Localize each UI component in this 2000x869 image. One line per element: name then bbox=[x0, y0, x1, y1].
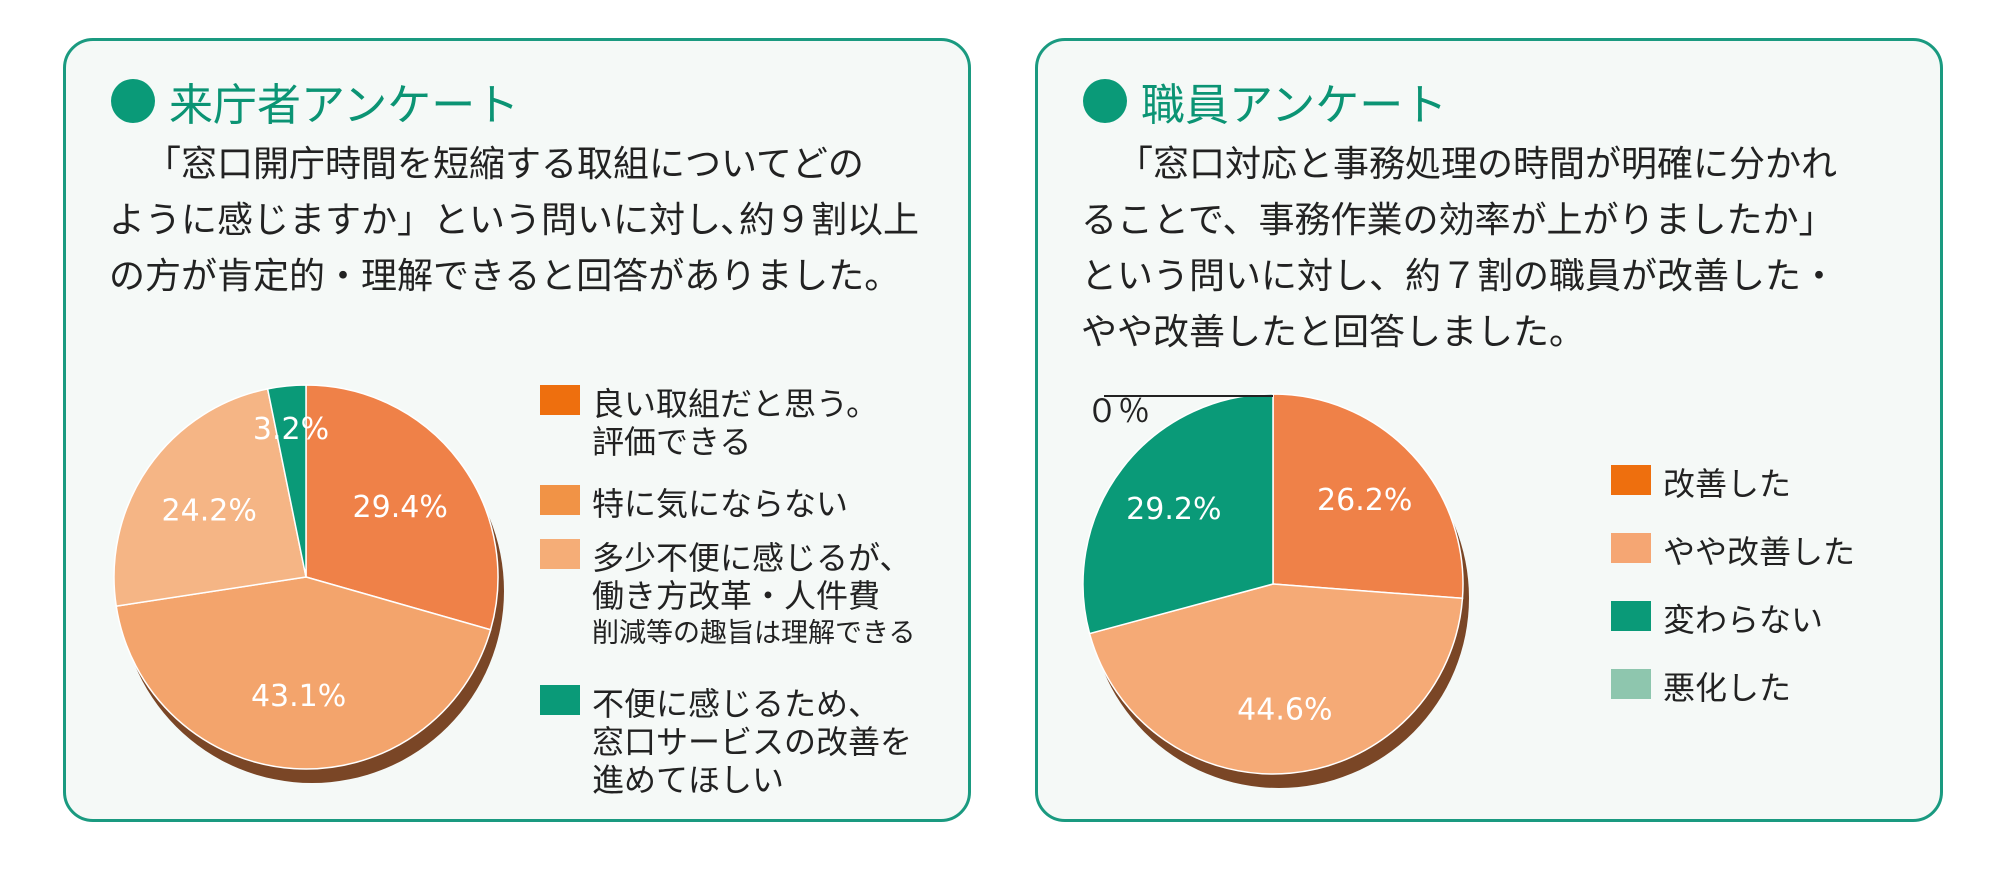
legend-swatch bbox=[540, 539, 580, 569]
legend-label: 多少不便に感じるが、 働き方改革・人件費 削減等の趣旨は理解できる bbox=[592, 539, 916, 649]
pie-slice bbox=[113, 387, 307, 608]
description-line: 「窓口開庁時間を短縮する取組についてどの bbox=[145, 144, 864, 185]
legend-swatch bbox=[540, 385, 580, 415]
legend-item: 変わらない bbox=[1611, 601, 1823, 639]
legend-item: 多少不便に感じるが、 働き方改革・人件費 削減等の趣旨は理解できる bbox=[540, 539, 915, 653]
staff-survey-description: 「窓口対応と事務処理の時間が明確に分かれ ることで、事務作業の効率が上がりました… bbox=[1081, 137, 1911, 361]
visitor-survey-description: 「窓口開庁時間を短縮する取組についてどの ように感じますか」という問いに対し､約… bbox=[109, 137, 939, 305]
legend-label: 悪化した bbox=[1663, 669, 1792, 707]
pie-slice bbox=[115, 576, 492, 770]
bullet-dot-icon bbox=[1083, 79, 1127, 123]
panel-title: 来庁者アンケート bbox=[111, 69, 519, 133]
legend-label: 不便に感じるため、 窓口サービスの改善を 進めてほしい bbox=[592, 685, 913, 799]
pie-slice-label: 29.2% bbox=[1126, 492, 1221, 527]
legend-item: 改善した bbox=[1611, 465, 1791, 503]
pie-slice-label: 24.2% bbox=[162, 494, 257, 529]
legend-swatch bbox=[1611, 669, 1651, 699]
legend-swatch bbox=[540, 685, 580, 715]
legend-swatch bbox=[1611, 601, 1651, 631]
legend-label: 良い取組だと思う。 評価できる bbox=[592, 385, 879, 461]
legend-item: やや改善した bbox=[1611, 533, 1855, 571]
description-line: ように感じますか」という問いに対し､約９割以上 bbox=[109, 200, 920, 241]
panel-title: 職員アンケート bbox=[1083, 69, 1447, 133]
legend-item: 不便に感じるため、 窓口サービスの改善を 進めてほしい bbox=[540, 685, 912, 799]
description-line: ることで、事務作業の効率が上がりましたか」 bbox=[1081, 200, 1835, 241]
bullet-dot-icon bbox=[111, 79, 155, 123]
staff-survey-pie-chart: 26.2% 44.6% 29.2% bbox=[1082, 393, 1469, 788]
legend-label: 特に気にならない bbox=[592, 485, 849, 523]
description-line: やや改善したと回答しました。 bbox=[1081, 312, 1586, 353]
legend-label: 改善した bbox=[1663, 465, 1792, 503]
pie-slice-label: 3.2% bbox=[253, 412, 329, 447]
pie-slice bbox=[305, 384, 499, 631]
visitor-survey-panel: 来庁者アンケート 「窓口開庁時間を短縮する取組についてどの ように感じますか」と… bbox=[63, 38, 971, 822]
pie-slice bbox=[1082, 393, 1274, 635]
pie-slice bbox=[266, 384, 307, 578]
pie-slice-label: 43.1% bbox=[251, 679, 346, 714]
description-line: 「窓口対応と事務処理の時間が明確に分かれ bbox=[1117, 144, 1838, 185]
visitor-survey-title: 来庁者アンケート bbox=[169, 80, 520, 131]
visitor-survey-pie-chart: 29.4% 43.1% 24.2% 3.2% bbox=[113, 384, 504, 783]
staff-survey-panel: 職員アンケート 「窓口対応と事務処理の時間が明確に分かれ ることで、事務作業の効… bbox=[1035, 38, 1943, 822]
legend-swatch bbox=[1611, 465, 1651, 495]
pie-slice bbox=[1088, 583, 1464, 775]
legend-item: 良い取組だと思う。 評価できる bbox=[540, 385, 878, 461]
legend-item: 悪化した bbox=[1611, 669, 1791, 707]
legend-label: 変わらない bbox=[1663, 601, 1824, 639]
legend-label: やや改善した bbox=[1663, 533, 1856, 571]
legend-item: 特に気にならない bbox=[540, 485, 848, 523]
pie-slice-label: 29.4% bbox=[353, 490, 448, 525]
pie-slice-label: 44.6% bbox=[1237, 692, 1332, 727]
legend-swatch bbox=[540, 485, 580, 515]
pie-slice bbox=[1272, 393, 1464, 600]
legend-swatch bbox=[1611, 533, 1651, 563]
description-line: の方が肯定的・理解できると回答がありました。 bbox=[109, 256, 901, 297]
zero-percent-annotation: ０％ bbox=[1086, 392, 1151, 430]
description-line: という問いに対し、約７割の職員が改善した・ bbox=[1081, 256, 1838, 297]
pie-slice-label: 26.2% bbox=[1317, 483, 1412, 518]
staff-survey-title: 職員アンケート bbox=[1141, 80, 1448, 131]
